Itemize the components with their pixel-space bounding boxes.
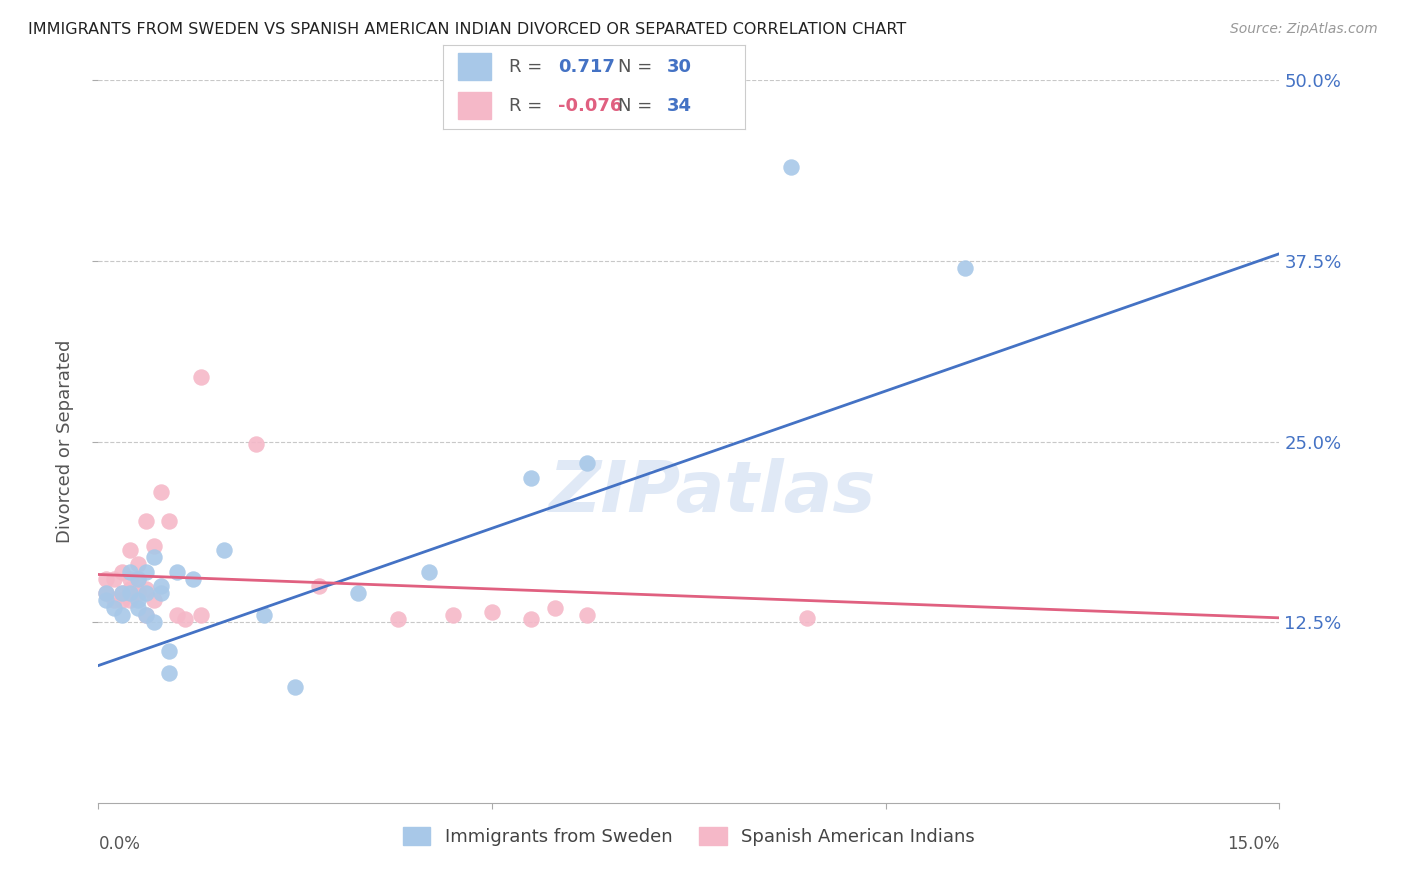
- Point: [111, 565, 134, 579]
- Point: [127, 572, 149, 586]
- Point: [96, 593, 118, 607]
- Point: [142, 550, 165, 565]
- Point: [157, 665, 180, 680]
- Text: 15.0%: 15.0%: [1227, 835, 1279, 853]
- Point: [118, 593, 141, 607]
- Legend: Immigrants from Sweden, Spanish American Indians: Immigrants from Sweden, Spanish American…: [394, 818, 984, 855]
- Text: R =: R =: [509, 59, 548, 77]
- Point: [103, 593, 125, 607]
- Point: [142, 615, 165, 630]
- Point: [150, 579, 173, 593]
- Point: [387, 612, 409, 626]
- Point: [96, 586, 118, 600]
- Point: [111, 586, 134, 600]
- Point: [103, 600, 125, 615]
- Point: [181, 572, 204, 586]
- Point: [150, 485, 173, 500]
- Point: [127, 572, 149, 586]
- Point: [575, 607, 598, 622]
- Point: [157, 644, 180, 658]
- Text: N =: N =: [619, 59, 658, 77]
- Point: [796, 611, 818, 625]
- Point: [127, 600, 149, 615]
- Text: 30: 30: [666, 59, 692, 77]
- Point: [520, 470, 543, 484]
- Point: [118, 586, 141, 600]
- Bar: [458, 92, 491, 120]
- Point: [245, 437, 267, 451]
- Point: [544, 600, 567, 615]
- Text: 0.0%: 0.0%: [98, 835, 141, 853]
- Text: ZIPatlas: ZIPatlas: [548, 458, 876, 526]
- Point: [308, 579, 330, 593]
- Point: [111, 607, 134, 622]
- Point: [284, 680, 307, 694]
- Point: [135, 607, 157, 622]
- Y-axis label: Divorced or Separated: Divorced or Separated: [56, 340, 75, 543]
- Point: [127, 558, 149, 572]
- Text: 0.717: 0.717: [558, 59, 614, 77]
- Point: [166, 565, 188, 579]
- Point: [150, 586, 173, 600]
- Point: [441, 607, 464, 622]
- Point: [96, 586, 118, 600]
- Point: [190, 607, 212, 622]
- Point: [214, 542, 236, 557]
- Point: [157, 514, 180, 528]
- Point: [96, 572, 118, 586]
- Point: [118, 542, 141, 557]
- Text: IMMIGRANTS FROM SWEDEN VS SPANISH AMERICAN INDIAN DIVORCED OR SEPARATED CORRELAT: IMMIGRANTS FROM SWEDEN VS SPANISH AMERIC…: [28, 22, 907, 37]
- Point: [111, 593, 134, 607]
- Point: [118, 572, 141, 586]
- Point: [780, 160, 803, 174]
- Bar: [458, 54, 491, 80]
- Point: [142, 593, 165, 607]
- Point: [135, 586, 157, 600]
- Point: [135, 582, 157, 596]
- Point: [253, 607, 276, 622]
- Point: [135, 565, 157, 579]
- Point: [127, 586, 149, 600]
- Point: [174, 612, 197, 626]
- Point: [103, 572, 125, 586]
- Point: [111, 586, 134, 600]
- Point: [135, 607, 157, 622]
- Point: [127, 593, 149, 607]
- Point: [481, 605, 503, 619]
- Point: [520, 612, 543, 626]
- Text: N =: N =: [619, 96, 658, 114]
- Point: [953, 261, 976, 276]
- Text: -0.076: -0.076: [558, 96, 621, 114]
- Point: [135, 514, 157, 528]
- Point: [575, 456, 598, 470]
- Text: R =: R =: [509, 96, 548, 114]
- Point: [142, 539, 165, 553]
- Point: [347, 586, 370, 600]
- Point: [418, 565, 440, 579]
- Point: [118, 565, 141, 579]
- Point: [166, 607, 188, 622]
- Point: [118, 582, 141, 596]
- Text: 34: 34: [666, 96, 692, 114]
- Point: [190, 369, 212, 384]
- Text: Source: ZipAtlas.com: Source: ZipAtlas.com: [1230, 22, 1378, 37]
